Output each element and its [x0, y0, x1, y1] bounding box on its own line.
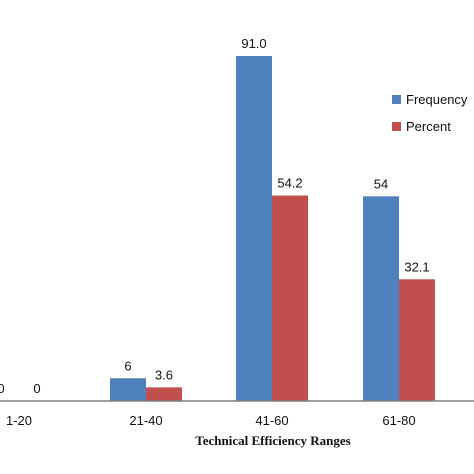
legend: Frequency Percent — [392, 92, 468, 134]
legend-swatch-frequency — [392, 95, 401, 104]
data-label-percent-41-60: 54.2 — [277, 176, 302, 191]
x-tick-label-41-60: 41-60 — [255, 413, 288, 428]
data-label-frequency-41-60: 91.0 — [241, 36, 266, 51]
bar-frequency-61-80 — [363, 196, 399, 401]
bar-percent-21-40 — [146, 387, 182, 401]
bar-percent-61-80 — [399, 279, 435, 401]
data-label-frequency-61-80: 54 — [374, 176, 388, 191]
bar-percent-41-60 — [272, 195, 308, 401]
x-tick-label-21-40: 21-40 — [129, 413, 162, 428]
legend-label-frequency: Frequency — [406, 92, 468, 107]
bars-layer — [110, 56, 435, 401]
data-label-percent-1-20: 0 — [33, 381, 40, 396]
data-label-frequency-1-20: 0 — [0, 381, 5, 396]
legend-swatch-percent — [392, 122, 401, 131]
x-axis-title: Technical Efficiency Ranges — [195, 433, 351, 448]
data-labels: 0 0 6 3.6 91.0 54.2 54 32.1 — [0, 36, 430, 396]
data-label-percent-61-80: 32.1 — [404, 259, 429, 274]
x-tick-label-1-20: 1-20 — [6, 413, 32, 428]
x-tick-label-61-80: 61-80 — [382, 413, 415, 428]
legend-label-percent: Percent — [406, 119, 451, 134]
data-label-frequency-21-40: 6 — [124, 358, 131, 373]
bar-frequency-21-40 — [110, 378, 146, 401]
bar-frequency-41-60 — [236, 56, 272, 401]
x-tick-labels: 1-20 21-40 41-60 61-80 — [6, 413, 416, 428]
data-label-percent-21-40: 3.6 — [155, 367, 173, 382]
